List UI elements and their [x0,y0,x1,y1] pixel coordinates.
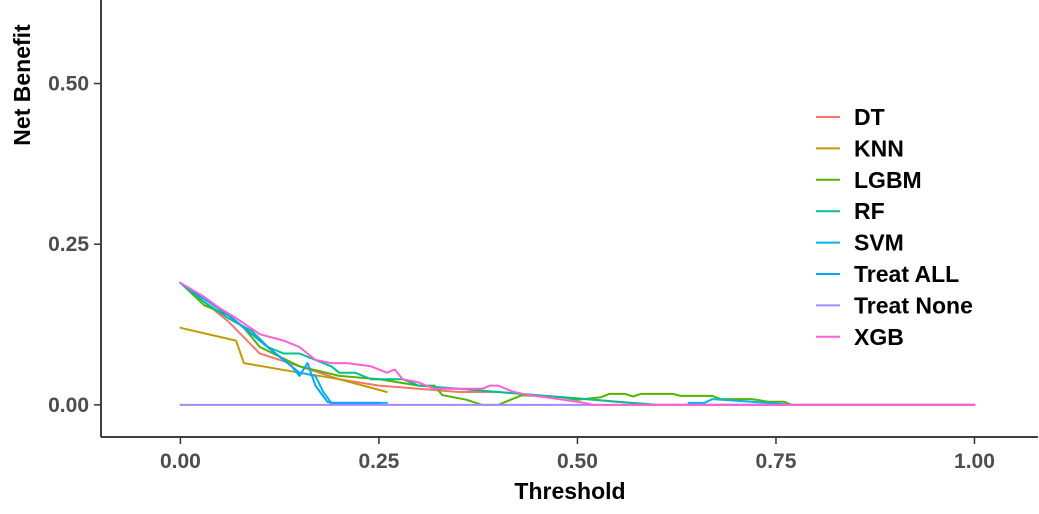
series-line-rf [179,281,976,406]
y-tick-label: 0.00 [48,394,89,417]
x-tick-label: 0.75 [756,450,797,473]
legend-label-xgb: XGB [854,324,904,350]
legend-label-knn: KNN [854,135,904,161]
y-tick-label: 0.25 [48,233,89,256]
legend-label-treat-none: Treat None [854,292,973,318]
series-line-knn [179,326,388,393]
x-axis-title: Threshold [514,478,625,504]
y-tick-label: 0.50 [48,73,89,96]
x-ticks: 0.00 0.25 0.50 0.75 1.00 [160,437,995,473]
x-tick-label: 0.50 [557,450,598,473]
legend: DT KNN LGBM RF SVM Treat ALL Treat None XGB [816,104,973,350]
legend-label-rf: RF [854,198,885,224]
legend-label-svm: SVM [854,230,904,256]
series-layer [179,281,976,406]
x-tick-label: 1.00 [954,450,995,473]
legend-label-treat-all: Treat ALL [854,261,959,287]
series-line-svm-1 [179,281,388,404]
legend-label-lgbm: LGBM [854,167,922,193]
series-line-svm-2 [687,398,793,406]
series-line-xgb [179,281,976,406]
x-tick-label: 0.00 [160,450,201,473]
y-ticks: 0.00 0.25 0.50 [48,73,101,417]
x-tick-label: 0.25 [358,450,399,473]
series-line-treat-all [179,281,380,404]
legend-label-dt: DT [854,104,885,130]
y-axis-title: Net Benefit [9,24,35,146]
